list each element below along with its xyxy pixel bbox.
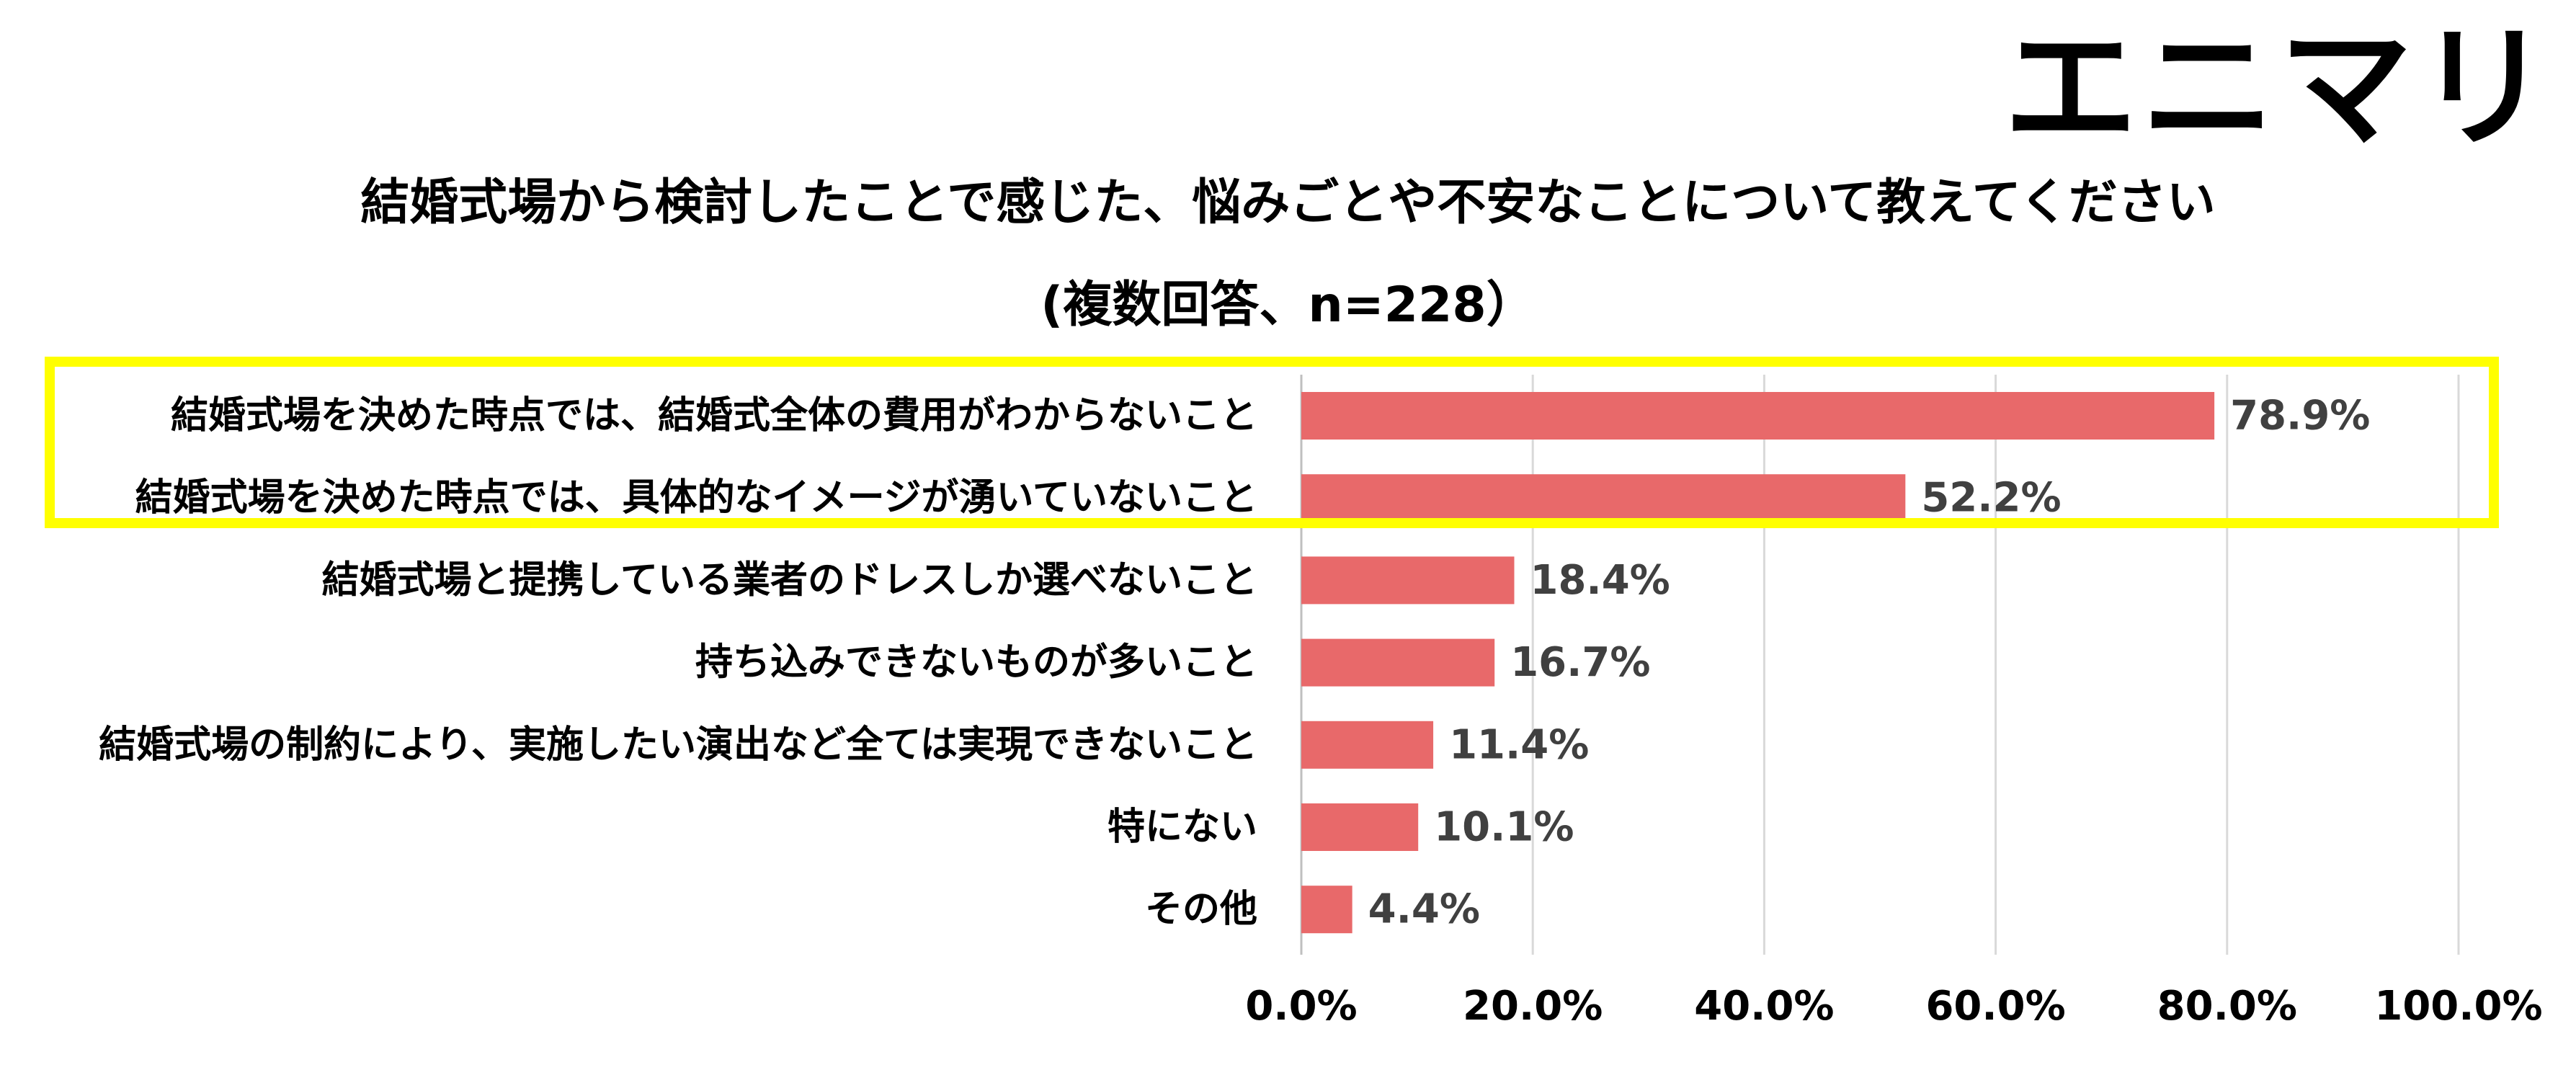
gridlines: [1300, 375, 2460, 955]
chart-subtitle: (複数回答、n=228）: [1040, 277, 1536, 334]
bars: [1301, 392, 2215, 934]
data-label: 11.4%: [1449, 721, 1589, 768]
category-label: その他: [1145, 888, 1257, 931]
data-label: 78.9%: [2230, 393, 2370, 440]
data-label: 4.4%: [1368, 886, 1480, 933]
highlight-box: [45, 357, 2499, 528]
bar: [1301, 556, 1515, 605]
x-axis-ticks: 0.0% 20.0% 40.0% 60.0% 80.0% 100.0%: [1245, 983, 2542, 1030]
data-label: 52.2%: [1921, 475, 2061, 522]
bar: [1301, 392, 2215, 440]
bar: [1301, 721, 1434, 769]
x-tick-label: 40.0%: [1694, 983, 1834, 1030]
bar: [1301, 803, 1419, 851]
data-label: 16.7%: [1510, 639, 1650, 686]
category-label: 結婚式場を決めた時点では、結婚式全体の費用がわからないこと: [171, 394, 1257, 437]
category-labels: 結婚式場を決めた時点では、結婚式全体の費用がわからないこと結婚式場を決めた時点で…: [99, 394, 1257, 931]
bar: [1301, 638, 1495, 687]
value-labels: 78.9% 52.2% 18.4% 16.7% 11.4% 10.1% 4.4%: [1368, 393, 2371, 933]
bar: [1301, 474, 1906, 522]
data-label: 18.4%: [1530, 557, 1670, 604]
data-label: 10.1%: [1434, 804, 1574, 851]
x-tick-label: 80.0%: [2157, 983, 2297, 1030]
x-tick-label: 20.0%: [1463, 983, 1603, 1030]
x-tick-label: 60.0%: [1925, 983, 2065, 1030]
brand-logo: エニマリ: [2004, 10, 2554, 166]
category-label: 持ち込みできないものが多いこと: [695, 641, 1257, 685]
category-label: 結婚式場を決めた時点では、具体的なイメージが湧いていないこと: [135, 476, 1257, 520]
x-tick-label: 100.0%: [2374, 983, 2542, 1030]
category-label: 特にない: [1107, 806, 1257, 849]
bar: [1301, 886, 1352, 934]
x-tick-label: 0.0%: [1245, 983, 1357, 1030]
chart-title: 結婚式場から検討したことで感じた、悩みごとや不安なことについて教えてください: [360, 174, 2216, 231]
category-label: 結婚式場と提携している業者のドレスしか選べないこと: [322, 558, 1257, 602]
category-label: 結婚式場の制約により、実施したい演出など全ては実現できないこと: [99, 723, 1257, 767]
